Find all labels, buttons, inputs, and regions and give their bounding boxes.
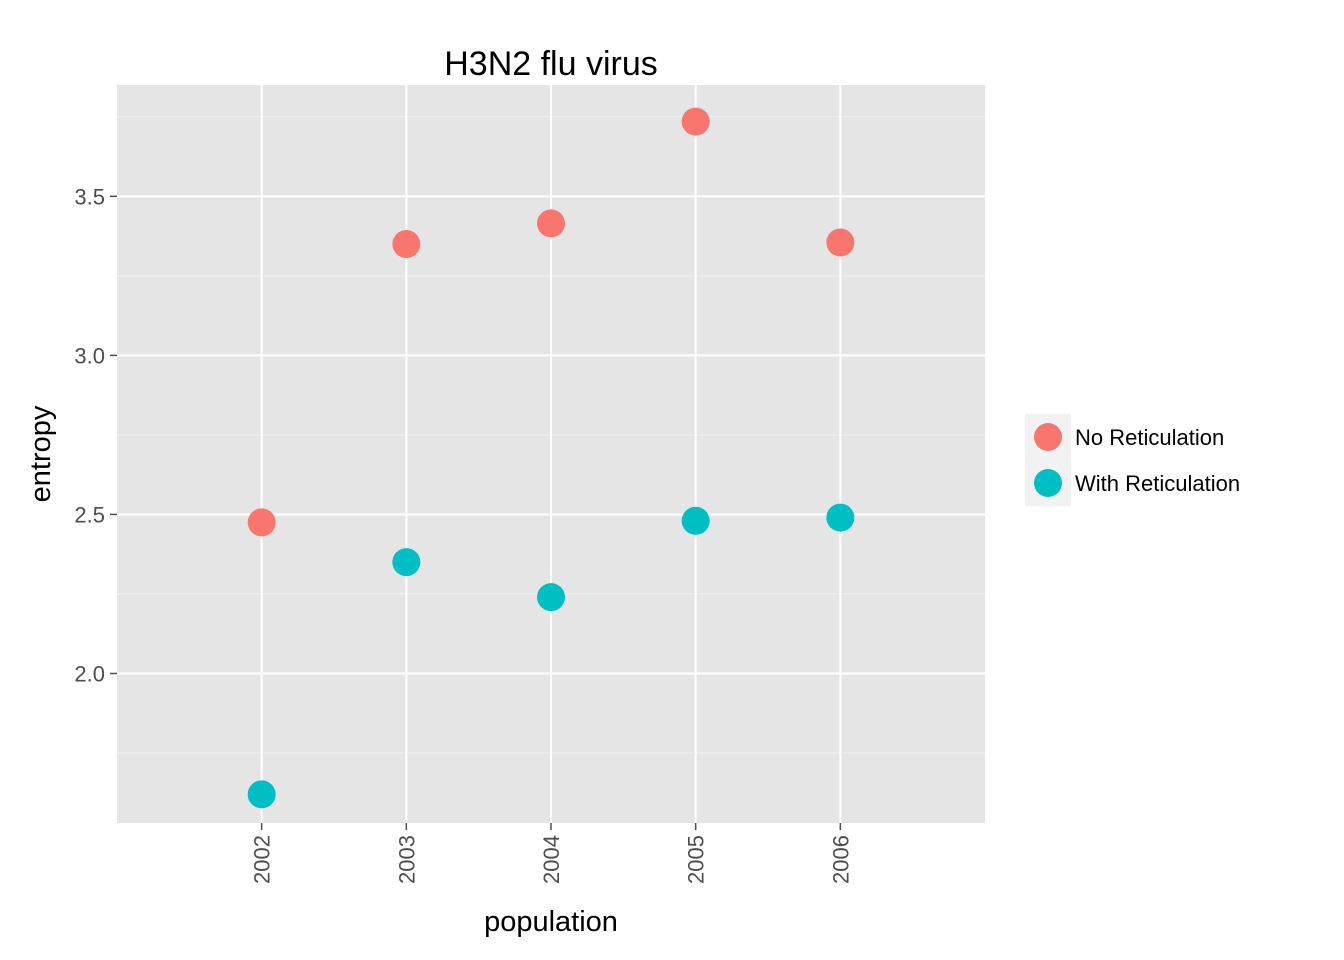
data-point — [681, 506, 710, 535]
x-tick-label: 2003 — [394, 835, 419, 884]
data-point — [537, 583, 565, 612]
legend-key-swatch — [1034, 469, 1062, 497]
data-point — [826, 228, 855, 257]
x-tick-label: 2002 — [250, 835, 275, 884]
legend-label: With Reticulation — [1075, 471, 1240, 496]
data-point — [392, 548, 421, 577]
y-tick-label: 2.5 — [74, 502, 105, 527]
y-axis-title: entropy — [25, 405, 57, 502]
data-points — [247, 107, 855, 809]
y-axis-ticks: 2.0 2.5 3.0 3.5 — [74, 184, 117, 686]
data-point — [681, 107, 710, 136]
x-tick-label: 2004 — [539, 835, 564, 884]
y-tick-label: 2.0 — [74, 661, 105, 686]
legend: No Reticulation With Reticulation — [1025, 414, 1240, 506]
x-axis-title: population — [484, 906, 618, 938]
data-point — [392, 230, 421, 259]
data-point — [537, 209, 565, 238]
data-point — [247, 780, 276, 809]
data-point — [826, 503, 855, 532]
x-tick-label: 2006 — [828, 835, 853, 884]
data-point — [247, 508, 276, 537]
x-axis-ticks: 2002 2003 2004 2005 2006 — [250, 823, 853, 884]
legend-label: No Reticulation — [1075, 425, 1224, 450]
legend-key-swatch — [1034, 423, 1062, 451]
chart-title: H3N2 flu virus — [444, 45, 658, 83]
y-tick-label: 3.5 — [74, 184, 105, 209]
y-tick-label: 3.0 — [74, 343, 105, 368]
x-tick-label: 2005 — [684, 835, 709, 884]
